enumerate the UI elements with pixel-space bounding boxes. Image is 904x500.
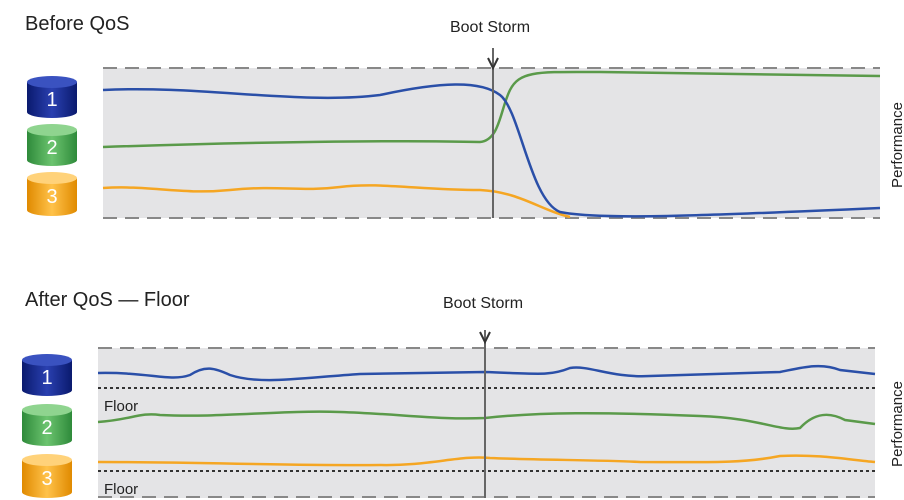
cylinder: 2 [27, 124, 77, 166]
cylinder: 1 [27, 76, 77, 118]
volume-number: 2 [46, 137, 57, 159]
volume-3-line [97, 454, 876, 467]
volume-number: 3 [46, 186, 57, 208]
event-arrow [487, 57, 499, 71]
cylinder: 1 [22, 354, 72, 396]
floor-label: Floor [104, 398, 138, 415]
volume-number: 1 [41, 367, 52, 389]
cylinder: 3 [27, 172, 77, 216]
event-label: Boot Storm [443, 295, 523, 312]
panel-after: After QoS — Floor Floor Floor Boot Storm… [22, 289, 904, 498]
volume-1-line [97, 364, 876, 382]
panel-title: After QoS — Floor [25, 289, 190, 311]
axis-label: Performance [889, 381, 904, 467]
volume-1-line [102, 83, 881, 218]
event-arrow [479, 331, 491, 345]
volume-number: 2 [41, 417, 52, 439]
volume-3-line [102, 184, 571, 219]
panel-before: Before QoS Boot Storm Performance 1 2 3 [25, 13, 904, 219]
floor-label: Floor [104, 481, 138, 498]
axis-label: Performance [889, 102, 904, 188]
volume-number: 3 [41, 468, 52, 490]
panel-title: Before QoS [25, 13, 130, 35]
cylinder: 3 [22, 454, 72, 498]
volume-number: 1 [46, 89, 57, 111]
event-label: Boot Storm [450, 19, 530, 36]
cylinder: 2 [22, 404, 72, 446]
volume-2-line [102, 70, 881, 149]
